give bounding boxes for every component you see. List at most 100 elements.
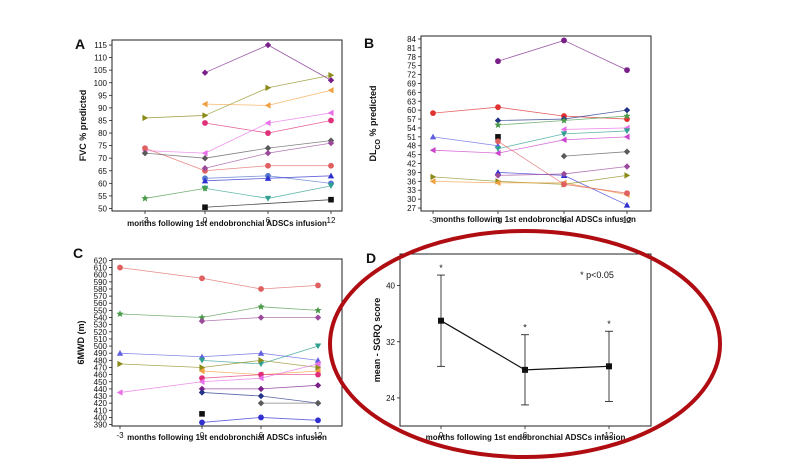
data-point (494, 149, 501, 157)
series-8 (429, 133, 630, 157)
y-tick-label: 90 (98, 104, 107, 113)
series-line (267, 120, 332, 134)
data-point (623, 112, 631, 120)
data-point (623, 133, 630, 141)
x-tick-label: 6 (523, 431, 528, 440)
data-point (623, 106, 631, 114)
x-tick-label: 6 (259, 431, 264, 440)
series-line (267, 112, 332, 124)
series-1 (117, 264, 321, 292)
data-point (495, 134, 501, 140)
data-point (117, 264, 123, 271)
series-line (204, 152, 269, 169)
series-line (267, 175, 332, 184)
data-point (327, 77, 335, 84)
series-1 (495, 37, 630, 74)
x-tick-label: 12 (605, 431, 614, 440)
series-line (563, 130, 628, 135)
y-tick-label: 32 (386, 338, 395, 347)
series-line (563, 175, 628, 206)
series-line (432, 149, 499, 154)
series-12 (494, 163, 631, 179)
series-9 (116, 360, 321, 396)
data-point (198, 313, 206, 321)
data-point (560, 152, 568, 160)
y-tick-label: 390 (94, 421, 108, 430)
series-line (260, 384, 319, 390)
y-tick-label: 520 (94, 328, 108, 337)
y-tick-label: 75 (407, 62, 416, 71)
y-tick-label: 460 (94, 371, 108, 380)
y-tick-label: 560 (94, 299, 108, 308)
y-axis-label: 6MWD (m) (76, 321, 86, 365)
series-line (432, 180, 499, 184)
y-axis-label-sub: CO (375, 138, 382, 149)
x-axis-label: months following 1st endobronchial ADSCs… (127, 219, 327, 228)
series-10 (560, 148, 631, 160)
series-line (563, 136, 628, 141)
x-axis-label: months following 1st endobronchial ADSCs… (426, 433, 626, 442)
data-point (142, 114, 149, 122)
data-point (198, 357, 206, 364)
series-line (119, 381, 203, 393)
x-tick-label: 12 (623, 216, 632, 225)
significance-star: * (523, 323, 527, 333)
y-tick-label: 440 (94, 385, 108, 394)
y-tick-label: 500 (94, 342, 108, 351)
data-point (438, 317, 444, 324)
data-point (624, 172, 631, 179)
data-point (429, 178, 436, 185)
data-point (201, 149, 208, 157)
data-point (561, 181, 567, 188)
y-tick-label: 550 (94, 306, 108, 315)
series-line (204, 147, 269, 159)
series-line (497, 133, 565, 150)
series-line (497, 173, 565, 176)
series-3 (201, 87, 334, 109)
data-point (116, 310, 124, 318)
data-point (264, 102, 271, 109)
significance-star: * (439, 263, 443, 273)
significance-star: * (607, 319, 611, 329)
data-point (494, 121, 502, 129)
y-tick-label: 530 (94, 321, 108, 330)
data-point (198, 378, 205, 385)
data-point (257, 399, 265, 407)
series-line (201, 306, 262, 318)
y-tick-label: 66 (407, 88, 416, 97)
data-point (116, 389, 123, 396)
data-point (494, 169, 502, 176)
data-point (257, 314, 265, 321)
y-axis-label-main: DL (368, 149, 378, 161)
y-tick-label: 30 (407, 195, 416, 204)
y-tick-label: 36 (407, 177, 416, 186)
data-point (258, 414, 264, 421)
y-tick-label: 81 (407, 44, 416, 53)
data-point (202, 112, 209, 119)
series-14 (429, 178, 630, 198)
series-4 (494, 112, 631, 129)
panel-label: B (364, 35, 374, 51)
data-point (314, 343, 322, 350)
data-point (117, 360, 124, 368)
data-point (257, 303, 265, 310)
series-line (497, 118, 565, 121)
data-point (315, 364, 322, 371)
data-point (199, 411, 205, 417)
series-line (563, 151, 628, 157)
series-line (201, 359, 262, 365)
data-point (494, 179, 501, 187)
data-point (201, 165, 209, 172)
data-point (198, 317, 206, 325)
y-tick-label: 84 (407, 35, 416, 44)
data-point (315, 282, 321, 289)
data-point (116, 350, 124, 356)
x-tick-label: 0 (200, 431, 205, 440)
data-point (623, 163, 631, 170)
y-tick-label: 85 (98, 116, 107, 125)
data-point (560, 136, 567, 144)
series-line (204, 175, 269, 179)
data-point (199, 275, 205, 282)
significance-note: * p<0.05 (580, 270, 614, 280)
y-tick-label: 60 (407, 106, 416, 115)
